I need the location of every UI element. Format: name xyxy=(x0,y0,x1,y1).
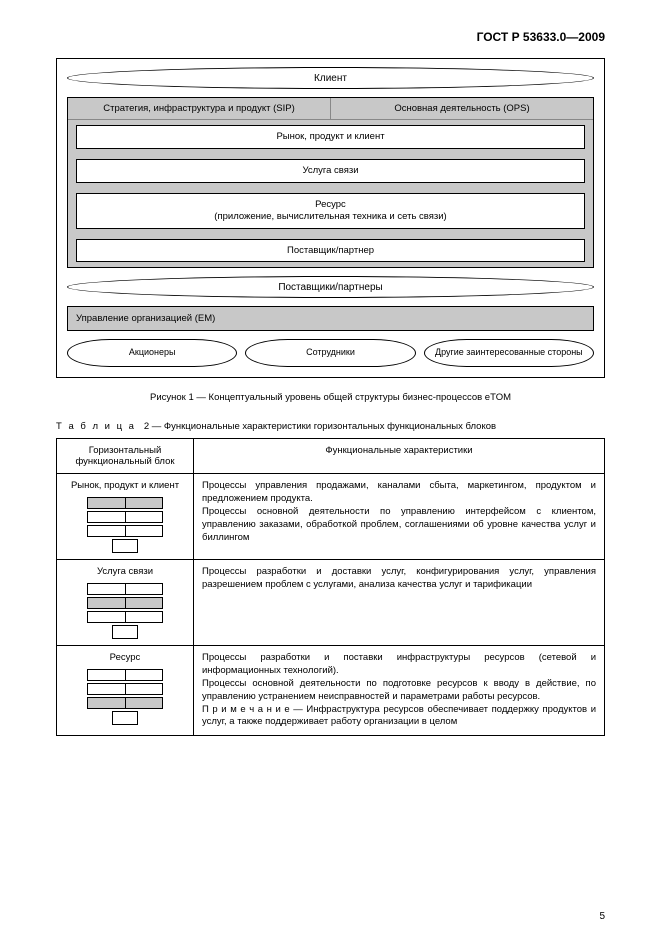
table-row: Ресурс Процессы разработки и поставки инф… xyxy=(57,646,605,736)
table-row: Услуга связи Процессы разработки и достав… xyxy=(57,560,605,646)
layer-row: Рынок, продукт и клиент xyxy=(68,120,593,154)
em-section: Управление организацией (ЕМ) Акционеры С… xyxy=(67,306,594,367)
shareholders-label: Акционеры xyxy=(129,348,176,358)
others-ellipse: Другие заинтересованные стороны xyxy=(424,339,594,367)
block-description-cell: Процессы управления продажами, каналами … xyxy=(194,474,605,560)
figure-caption: Рисунок 1 — Концептуальный уровень общей… xyxy=(56,392,605,403)
sip-header: Стратегия, инфраструктура и продукт (SIP… xyxy=(68,98,331,119)
frame-header: Стратегия, инфраструктура и продукт (SIP… xyxy=(68,98,593,120)
suppliers-section: Поставщики/партнеры xyxy=(67,276,594,298)
table-caption-prefix: Т а б л и ц а xyxy=(56,421,136,432)
block-description-cell: Процессы разработки и доставки услуг, ко… xyxy=(194,560,605,646)
shareholders-ellipse: Акционеры xyxy=(67,339,237,367)
block-name: Услуга связи xyxy=(65,566,185,577)
client-ellipse: Клиент xyxy=(67,67,594,89)
block-name: Рынок, продукт и клиент xyxy=(65,480,185,491)
employees-ellipse: Сотрудники xyxy=(245,339,415,367)
service-layer: Услуга связи xyxy=(76,159,585,183)
block-name-cell: Услуга связи xyxy=(57,560,194,646)
mini-diagram-icon xyxy=(87,497,163,553)
resource-title: Ресурс xyxy=(315,199,346,210)
em-box: Управление организацией (ЕМ) xyxy=(67,306,594,331)
table-row: Рынок, продукт и клиент Процессы управлен… xyxy=(57,474,605,560)
mini-diagram-icon xyxy=(87,583,163,639)
table-caption: Т а б л и ц а 2 — Функциональные характе… xyxy=(56,421,605,432)
block-name-cell: Ресурс xyxy=(57,646,194,736)
employees-label: Сотрудники xyxy=(306,348,355,358)
ops-header: Основная деятельность (OPS) xyxy=(331,98,593,119)
document-standard-id: ГОСТ Р 53633.0—2009 xyxy=(56,30,605,44)
layer-row: Услуга связи xyxy=(68,154,593,188)
mini-diagram-icon xyxy=(87,669,163,725)
layer-row: Поставщик/партнер xyxy=(68,234,593,268)
etom-diagram: Клиент Стратегия, инфраструктура и проду… xyxy=(56,58,605,378)
resource-layer: Ресурс (приложение, вычислительная техни… xyxy=(76,193,585,229)
table-caption-text: 2 — Функциональные характеристики горизо… xyxy=(144,421,496,432)
document-page: ГОСТ Р 53633.0—2009 Клиент Стратегия, ин… xyxy=(0,0,661,936)
block-name-cell: Рынок, продукт и клиент xyxy=(57,474,194,560)
resource-subtitle: (приложение, вычислительная техника и се… xyxy=(214,211,446,222)
col2-header: Функциональные характеристики xyxy=(194,439,605,474)
characteristics-table: Горизонтальный функциональный блок Функц… xyxy=(56,438,605,736)
table-header-row: Горизонтальный функциональный блок Функц… xyxy=(57,439,605,474)
main-frame: Стратегия, инфраструктура и продукт (SIP… xyxy=(67,97,594,268)
col1-header: Горизонтальный функциональный блок xyxy=(57,439,194,474)
block-description-cell: Процессы разработки и поставки инфрастру… xyxy=(194,646,605,736)
supplier-layer: Поставщик/партнер xyxy=(76,239,585,263)
suppliers-label: Поставщики/партнеры xyxy=(278,282,382,293)
market-layer: Рынок, продукт и клиент xyxy=(76,125,585,149)
layer-row: Ресурс (приложение, вычислительная техни… xyxy=(68,188,593,234)
stakeholders-row: Акционеры Сотрудники Другие заинтересова… xyxy=(67,339,594,367)
suppliers-ellipse: Поставщики/партнеры xyxy=(67,276,594,298)
client-label: Клиент xyxy=(314,73,347,84)
page-number: 5 xyxy=(599,911,605,922)
block-name: Ресурс xyxy=(65,652,185,663)
others-label: Другие заинтересованные стороны xyxy=(435,348,583,358)
